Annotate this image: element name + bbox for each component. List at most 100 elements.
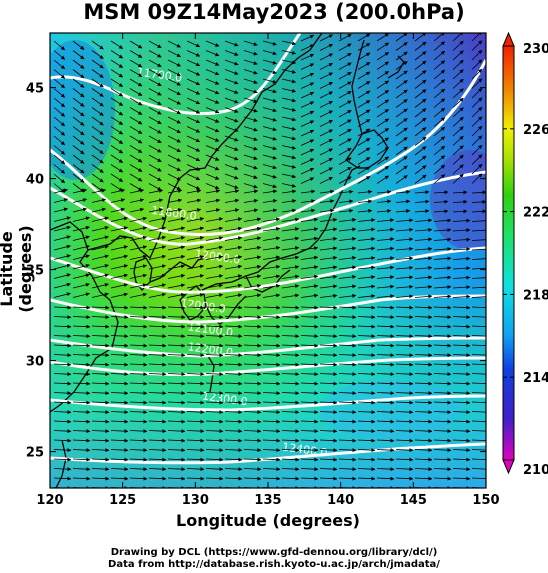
wind-arrow bbox=[414, 294, 433, 299]
wind-arrow bbox=[262, 293, 281, 298]
wind-arrow bbox=[72, 164, 85, 174]
wind-arrow bbox=[395, 127, 408, 137]
wind-arrow bbox=[452, 209, 468, 214]
wind-arrow bbox=[53, 40, 66, 51]
wind-arrow bbox=[319, 227, 338, 232]
wind-arrow bbox=[148, 216, 166, 222]
wind-arrow bbox=[357, 71, 371, 80]
wind-arrow bbox=[414, 448, 433, 453]
wind-arrow bbox=[148, 97, 162, 106]
wind-arrow bbox=[72, 282, 90, 289]
wind-arrow bbox=[186, 145, 201, 152]
wind-arrow bbox=[224, 334, 243, 339]
wind-arrow bbox=[53, 324, 72, 329]
wind-arrow bbox=[319, 217, 338, 222]
wind-arrow bbox=[129, 154, 143, 163]
wind-arrow bbox=[53, 97, 66, 108]
wind-arrow bbox=[281, 362, 300, 367]
wind-arrow bbox=[338, 71, 352, 80]
wind-arrow bbox=[243, 59, 258, 65]
wind-arrow bbox=[319, 476, 338, 481]
wind-arrow bbox=[91, 183, 104, 192]
wind-arrow bbox=[319, 62, 333, 70]
wind-arrow bbox=[300, 227, 319, 232]
wind-arrow bbox=[262, 457, 281, 462]
wind-arrow bbox=[148, 78, 162, 87]
wind-arrow bbox=[471, 256, 486, 261]
wind-arrow bbox=[281, 154, 297, 160]
wind-arrow bbox=[110, 467, 129, 472]
wind-arrow bbox=[205, 145, 220, 152]
wind-arrow bbox=[319, 265, 338, 270]
wind-arrow bbox=[72, 154, 85, 164]
wind-arrow bbox=[148, 419, 167, 424]
wind-arrow bbox=[243, 305, 262, 310]
wind-arrow bbox=[357, 353, 376, 358]
wind-arrow bbox=[205, 334, 224, 339]
wind-arrow bbox=[262, 315, 281, 320]
y-tick-label: 40 bbox=[26, 173, 44, 188]
wind-arrow bbox=[53, 164, 66, 174]
wind-arrow bbox=[319, 81, 333, 89]
wind-arrow bbox=[110, 135, 124, 144]
wind-arrow bbox=[91, 188, 106, 194]
wind-arrow bbox=[433, 334, 452, 339]
wind-arrow bbox=[357, 100, 371, 108]
wind-arrow bbox=[148, 164, 162, 172]
wind-arrow bbox=[72, 135, 85, 145]
wind-arrow bbox=[414, 400, 433, 405]
wind-arrow bbox=[205, 126, 220, 133]
wind-arrow bbox=[395, 42, 408, 51]
wind-arrow bbox=[395, 33, 408, 42]
wind-arrow bbox=[300, 53, 315, 61]
wind-arrow bbox=[281, 199, 297, 203]
wind-arrow bbox=[129, 419, 148, 424]
wind-arrow bbox=[167, 305, 186, 310]
wind-arrow bbox=[376, 362, 395, 367]
wind-arrow bbox=[452, 116, 464, 127]
wind-arrow bbox=[205, 208, 221, 213]
wind-arrow bbox=[262, 126, 277, 132]
wind-arrow bbox=[357, 109, 371, 118]
wind-arrow bbox=[91, 78, 104, 88]
wind-arrow bbox=[395, 448, 414, 453]
wind-arrow bbox=[319, 189, 335, 194]
x-tick-label: 145 bbox=[400, 493, 427, 508]
wind-arrow bbox=[471, 372, 486, 377]
wind-arrow bbox=[319, 467, 338, 472]
wind-arrow bbox=[224, 293, 243, 298]
wind-arrow bbox=[262, 353, 281, 358]
wind-arrow bbox=[243, 324, 262, 329]
wind-arrow bbox=[452, 457, 471, 462]
wind-arrow bbox=[300, 72, 315, 80]
wind-arrow bbox=[300, 343, 319, 348]
wind-arrow bbox=[262, 97, 277, 103]
wind-arrow bbox=[395, 108, 408, 118]
wind-arrow bbox=[129, 164, 143, 172]
wind-arrow bbox=[243, 183, 258, 189]
x-tick-label: 150 bbox=[472, 493, 499, 508]
y-axis: 25 30 35 40 45 bbox=[26, 82, 486, 461]
wind-arrow bbox=[186, 264, 205, 270]
wind-arrow bbox=[319, 448, 338, 453]
wind-arrow bbox=[319, 157, 333, 165]
wind-arrow bbox=[129, 216, 147, 222]
wind-arrow bbox=[414, 353, 433, 358]
wind-arrow bbox=[91, 353, 110, 358]
wind-arrow bbox=[167, 467, 186, 472]
wind-arrow bbox=[414, 372, 433, 377]
wind-arrow bbox=[262, 334, 281, 339]
wind-arrow bbox=[91, 324, 110, 329]
wind-arrow bbox=[186, 59, 201, 67]
wind-arrow bbox=[110, 429, 129, 434]
wind-arrow bbox=[243, 343, 262, 348]
wind-arrow bbox=[110, 254, 128, 260]
wind-arrow bbox=[186, 40, 201, 48]
wind-arrow bbox=[281, 419, 300, 424]
wind-arrow bbox=[357, 324, 376, 329]
wind-arrow bbox=[129, 391, 148, 396]
wind-arrow bbox=[72, 467, 91, 472]
wind-arrow bbox=[243, 88, 258, 94]
wind-arrow bbox=[243, 255, 262, 260]
wind-arrow bbox=[376, 71, 390, 80]
